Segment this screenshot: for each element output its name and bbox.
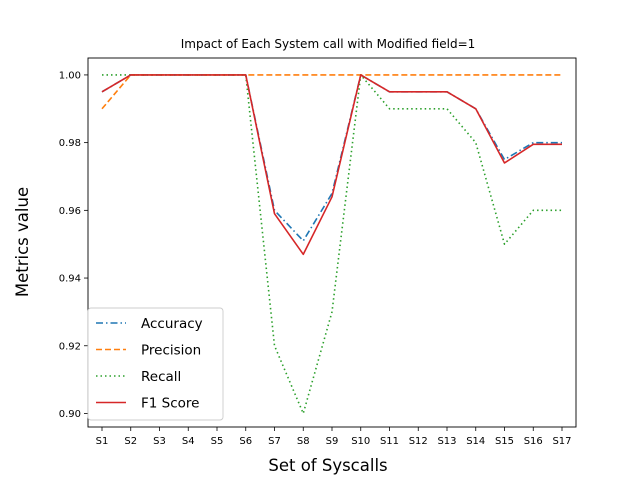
chart-title: Impact of Each System call with Modified… — [181, 37, 476, 51]
x-tick-label: S14 — [466, 436, 485, 447]
legend: Accuracy Precision Recall F1 Score — [87, 307, 224, 421]
x-tick-label: S10 — [351, 436, 370, 447]
plot-lines — [101, 74, 562, 415]
x-tick-label: S12 — [409, 436, 428, 447]
x-tick-label: S8 — [297, 436, 310, 447]
y-tick-label: 0.92 — [59, 341, 81, 352]
x-tick-label: S16 — [524, 436, 543, 447]
x-axis-title: Set of Syscalls — [268, 456, 387, 475]
x-tick-label: S1 — [96, 436, 109, 447]
x-tick-label: S11 — [380, 436, 399, 447]
x-axis: S1 S2 S3 S4 S5 S6 S7 S8 S9 S10 S11 S12 S13 S14 S15 S16 S… — [96, 427, 572, 447]
x-tick-label: S6 — [239, 436, 252, 447]
y-tick-label: 1.00 — [59, 70, 81, 81]
legend-label-f1-score: F1 Score — [141, 396, 199, 412]
y-axis-title: Metrics value — [13, 187, 32, 297]
legend-label-precision: Precision — [141, 343, 201, 359]
y-tick-label: 0.94 — [59, 274, 81, 285]
y-tick-label: 0.98 — [59, 138, 81, 149]
x-tick-label: S5 — [211, 436, 224, 447]
series-line-f1-score — [101, 74, 562, 256]
legend-label-accuracy: Accuracy — [141, 316, 203, 332]
y-tick-label: 0.90 — [59, 409, 81, 420]
x-tick-label: S9 — [326, 436, 339, 447]
x-tick-label: S2 — [124, 436, 137, 447]
x-tick-label: S15 — [495, 436, 514, 447]
legend-label-recall: Recall — [141, 369, 181, 385]
x-tick-label: S4 — [182, 436, 195, 447]
x-tick-label: S3 — [153, 436, 166, 447]
y-axis: 0.90 0.92 0.94 0.96 0.98 1.00 — [59, 70, 88, 420]
x-tick-label: S13 — [437, 436, 456, 447]
x-tick-label: S7 — [268, 436, 281, 447]
legend-box — [87, 307, 224, 421]
x-tick-label: S17 — [552, 436, 571, 447]
y-tick-label: 0.96 — [59, 206, 81, 217]
